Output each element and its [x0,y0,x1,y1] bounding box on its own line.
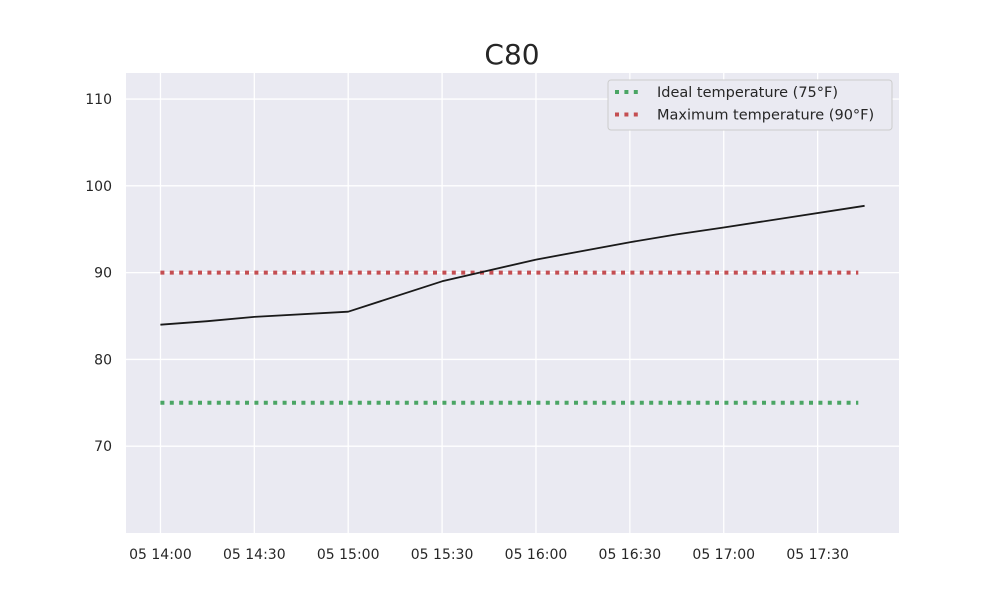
y-tick-label: 90 [94,266,112,282]
y-tick-label: 70 [94,439,112,455]
y-tick-label: 110 [85,92,112,108]
x-tick-label: 05 17:30 [786,547,849,563]
x-tick-label: 05 15:00 [317,547,380,563]
y-tick-label: 100 [85,179,112,195]
x-tick-labels: 05 14:00 05 14:30 05 15:00 05 15:30 05 16:00… [129,547,849,563]
temperature-line [160,204,865,326]
legend-box [607,79,893,131]
y-tick-labels: 70 80 90 100 110 [85,92,112,455]
chart-title: C80 [484,38,539,71]
x-tick-label: 05 14:30 [223,547,286,563]
x-tick-label: 05 16:00 [505,547,568,563]
x-tick-label: 05 14:00 [129,547,192,563]
legend: Ideal temperature (75°F) Maximum temperat… [607,79,893,131]
plot-area [126,73,899,533]
x-tick-label: 05 15:30 [411,547,474,563]
y-tick-label: 80 [94,352,112,368]
x-tick-label: 05 17:00 [692,547,755,563]
legend-label: Maximum temperature (90°F) [657,108,874,124]
legend-label: Ideal temperature (75°F) [657,85,838,101]
series-lines [160,204,865,405]
x-tick-label: 05 16:30 [599,547,662,563]
